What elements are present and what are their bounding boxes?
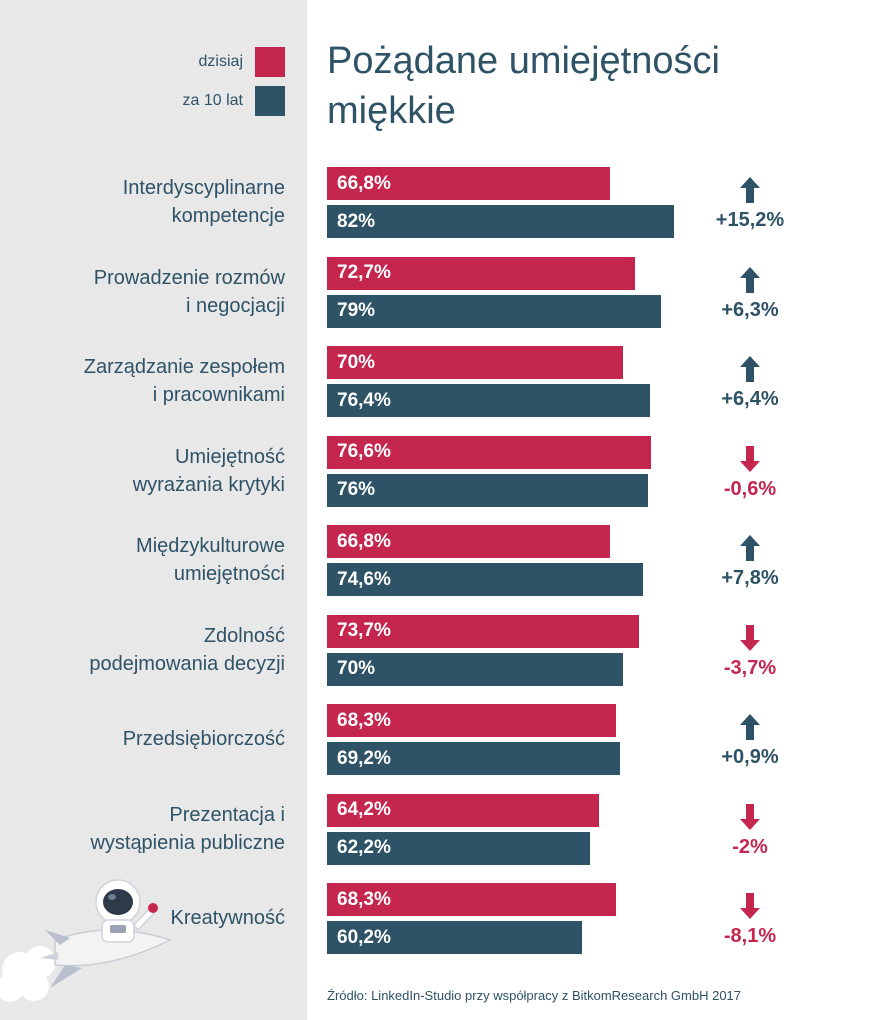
chart-title: Pożądane umiejętności miękkie [327,40,720,132]
legend-item-today: dzisiaj [199,47,285,77]
source-note: Źródło: LinkedIn-Studio przy współpracy … [327,988,742,1003]
arrow-down-icon [740,624,760,651]
arrow-up-icon [740,266,760,293]
bar-value-label: 60,2% [337,926,391,948]
left-panel [0,0,307,1020]
category-label-line: i negocjacji [186,294,285,317]
bar-value-label: 79% [337,300,376,321]
legend-item-future: za 10 lat [183,86,285,116]
bar-value-label: 73,7% [337,620,391,641]
legend-label-future: za 10 lat [182,92,243,109]
category-label-line: Zarządzanie zespołem [83,356,285,378]
bar-today: 66,8% [327,525,610,558]
category-label: Zarządzanie zespołem i pracownikami [5,353,285,409]
category-label: Kreatywność [5,904,286,932]
bar-value-label: 66,8% [337,530,391,552]
arrow-up-icon [740,714,760,740]
bar-future: 82% [327,205,674,238]
bar-value-label: 70% [337,351,376,373]
change-label: -0,6% [723,477,777,500]
bar-future: 79% [327,294,661,328]
change-label: +6,4% [721,388,779,410]
arrow-up-icon [740,356,760,382]
arrow-up-icon [740,177,760,203]
category-label-line: kompetencje [171,205,285,227]
bar-future: 60,2% [327,921,582,954]
astronaut [95,879,158,943]
bar-today: 68,3% [327,704,616,737]
arrow-down-icon [740,803,760,830]
category-label: Zdolność podejmowania decyzji [5,622,285,678]
bar-value-label: 70% [337,658,376,679]
bar-today: 70% [327,346,623,379]
bar-value-label: 68,3% [337,888,391,910]
change-label: -2% [732,835,768,858]
change-label: -8,1% [723,925,777,947]
category-label-line: Zdolność [203,624,285,647]
bar-value-label: 66,8% [337,172,391,194]
legend-swatch-today [255,47,285,77]
bar-today: 68,3% [327,883,616,916]
category-label-line: Umiejętność [174,445,285,468]
category-label: Prowadzenie rozmów i negocjacji [5,264,285,320]
change-label: +15,2% [715,209,785,231]
bar-value-label: 64,2% [337,799,391,820]
bar-future: 76,4% [327,384,650,417]
rocket-body [40,929,172,988]
bar-future: 69,2% [327,742,620,775]
bar-value-label: 72,7% [337,262,391,283]
category-label: Prezentacja i wystąpienia publiczne [5,801,285,857]
category-label-line: wystąpienia publiczne [90,831,285,854]
arrow-down-icon [740,893,760,919]
legend-swatch-future [255,86,285,116]
category-label-line: Kreatywność [170,907,286,929]
bar-future: 76% [327,473,648,507]
bar-today: 72,7% [327,256,635,290]
smoke-cloud [0,946,56,1002]
bar-future: 70% [327,652,623,686]
astronaut-rocket-illustration [0,879,172,1002]
category-label-line: Przedsiębiorczość [122,728,285,750]
category-label-line: wyrażania krytyki [132,473,285,496]
category-label-line: umiejętności [173,563,285,585]
bar-value-label: 74,6% [337,568,391,590]
category-label-line: Prezentacja i [169,803,285,826]
category-label-line: Prowadzenie rozmów [93,266,285,289]
bar-future: 74,6% [327,563,643,596]
change-label: +0,9% [721,746,779,768]
category-label-line: Międzykulturowe [136,535,285,557]
category-label-line: i pracownikami [152,384,285,406]
change-label: -3,7% [723,656,777,679]
category-label: Umiejętność wyrażania krytyki [5,443,285,499]
bar-value-label: 76,6% [337,441,391,462]
bar-value-label: 76,4% [337,389,391,411]
category-label-line: podejmowania decyzji [89,652,285,675]
arrow-up-icon [740,535,760,561]
category-label-line: Interdyscyplinarne [122,177,285,199]
bar-value-label: 76% [337,479,376,500]
bar-today: 76,6% [327,435,651,469]
bar-today: 64,2% [327,793,599,827]
bar-value-label: 62,2% [337,837,391,858]
category-label: Przedsiębiorczość [5,725,285,753]
category-label: Interdyscyplinarne kompetencje [5,174,285,230]
legend-label-today: dzisiaj [198,53,243,70]
arrow-down-icon [740,445,760,472]
bar-value-label: 68,3% [337,709,391,731]
change-label: +6,3% [721,298,779,321]
bar-future: 62,2% [327,831,590,865]
change-label: +7,8% [721,567,779,589]
category-label: Międzykulturowe umiejętności [5,532,285,588]
bar-value-label: 82% [337,210,376,232]
bar-today: 73,7% [327,614,639,648]
bar-value-label: 69,2% [337,747,391,769]
bar-today: 66,8% [327,167,610,200]
